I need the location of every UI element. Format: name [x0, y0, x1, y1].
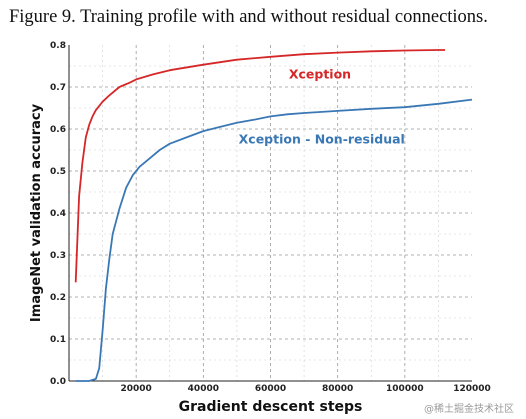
series-annotation-0: Xception	[289, 67, 351, 82]
x-tick-label: 100000	[386, 384, 424, 394]
series-annotation-1: Xception - Non-residual	[239, 131, 405, 146]
watermark: @稀土掘金技术社区	[424, 404, 514, 415]
y-tick-label: 0.6	[50, 125, 66, 135]
axes-layer	[68, 45, 472, 382]
y-tick-label: 0.2	[50, 293, 66, 303]
y-tick-label: 0.3	[50, 251, 66, 261]
figure-caption: Figure 9. Training profile with and with…	[9, 7, 488, 27]
x-axis-label: Gradient descent steps	[179, 399, 363, 415]
y-tick-label: 0.0	[50, 377, 66, 387]
annotations: Xception Xception - Non-residual	[239, 67, 405, 147]
series-line-0	[74, 49, 446, 283]
series-layer	[74, 49, 473, 382]
y-axis-label: ImageNet validation accuracy	[29, 103, 44, 322]
y-tick-label: 0.1	[50, 335, 66, 345]
x-tick-label: 120000	[453, 384, 491, 394]
y-tick-label: 0.7	[50, 83, 66, 93]
x-tick-label: 80000	[322, 384, 353, 394]
x-tick-label: 60000	[255, 384, 286, 394]
tick-labels: 0.0 0.1 0.2 0.3 0.4 0.5 0.6 0.7 0.8 20000 40000 600…	[50, 41, 491, 394]
y-tick-label: 0.4	[50, 209, 66, 219]
series-line-1	[75, 98, 473, 382]
x-tick-label: 40000	[188, 384, 219, 394]
x-tick-label: 20000	[121, 384, 152, 394]
grid-layer	[69, 45, 472, 381]
y-tick-label: 0.8	[50, 41, 66, 51]
y-tick-label: 0.5	[50, 167, 66, 177]
